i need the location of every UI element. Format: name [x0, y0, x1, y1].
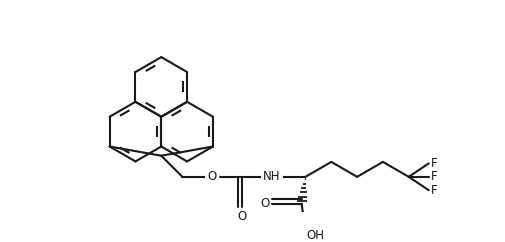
Text: O: O — [207, 170, 216, 183]
Text: NH: NH — [263, 170, 280, 183]
Text: F: F — [430, 184, 437, 197]
Text: F: F — [430, 157, 437, 170]
Text: O: O — [260, 197, 269, 210]
Text: O: O — [237, 210, 246, 223]
Text: OH: OH — [306, 229, 324, 242]
Text: F: F — [430, 170, 437, 183]
